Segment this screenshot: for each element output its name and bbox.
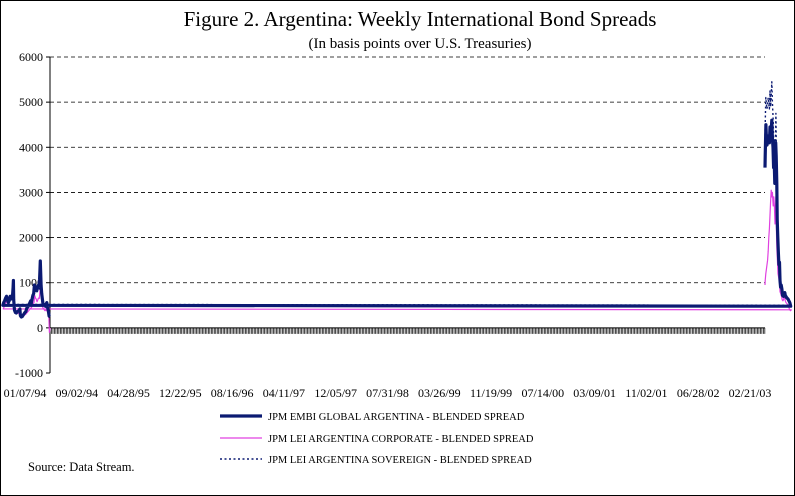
- gridlines: [50, 56, 765, 284]
- legend-label-1: JPM EMBI GLOBAL ARGENTINA - BLENDED SPRE…: [268, 412, 525, 423]
- x-tick-label: 12/05/97: [314, 386, 357, 400]
- x-tick-label: 08/16/96: [211, 386, 254, 400]
- y-tick-label: 5000: [19, 95, 43, 109]
- x-tick-labels: 01/07/94 09/02/94 04/28/95 12/22/95 08/16/96…: [4, 386, 772, 400]
- x-axis-weekly-ticks: [49, 327, 766, 334]
- axes: [46, 56, 766, 374]
- x-tick-label: 12/22/95: [159, 386, 202, 400]
- x-tick-label: 06/28/02: [677, 386, 720, 400]
- legend-label-3: JPM LEI ARGENTINA SOVEREIGN - BLENDED SP…: [268, 455, 532, 466]
- y-tick-label: -1000: [15, 366, 43, 380]
- x-tick-label: 01/07/94: [4, 386, 47, 400]
- series-line-2: [2, 189, 792, 333]
- chart-title: Figure 2. Argentina: Weekly Internationa…: [184, 7, 657, 31]
- chart-subtitle: (In basis points over U.S. Treasuries): [309, 36, 532, 52]
- x-tick-label: 09/02/94: [55, 386, 98, 400]
- x-tick-label: 04/28/95: [107, 386, 150, 400]
- x-tick-label: 03/09/01: [573, 386, 616, 400]
- x-tick-label: 11/19/99: [470, 386, 512, 400]
- x-tick-label: 02/21/03: [729, 386, 772, 400]
- legend-label-2: JPM LEI ARGENTINA CORPORATE - BLENDED SP…: [268, 434, 534, 445]
- y-tick-label: 4000: [19, 140, 43, 154]
- series-line-1: [1, 118, 793, 319]
- x-tick-label: 11/02/01: [625, 386, 667, 400]
- y-tick-label: 0: [37, 321, 43, 335]
- source-note: Source: Data Stream.: [28, 460, 135, 474]
- x-tick-label: 07/14/00: [522, 386, 565, 400]
- x-tick-label: 03/26/99: [418, 386, 461, 400]
- y-tick-label: 6000: [19, 50, 43, 64]
- series-lines: [1, 81, 793, 333]
- y-tick-label: 3000: [19, 185, 43, 199]
- series-line-3: [2, 81, 792, 318]
- x-tick-label: 04/11/97: [263, 386, 305, 400]
- y-tick-label: 2000: [19, 231, 43, 245]
- x-tick-label: 07/31/98: [366, 386, 409, 400]
- legend: JPM EMBI GLOBAL ARGENTINA - BLENDED SPRE…: [220, 412, 534, 466]
